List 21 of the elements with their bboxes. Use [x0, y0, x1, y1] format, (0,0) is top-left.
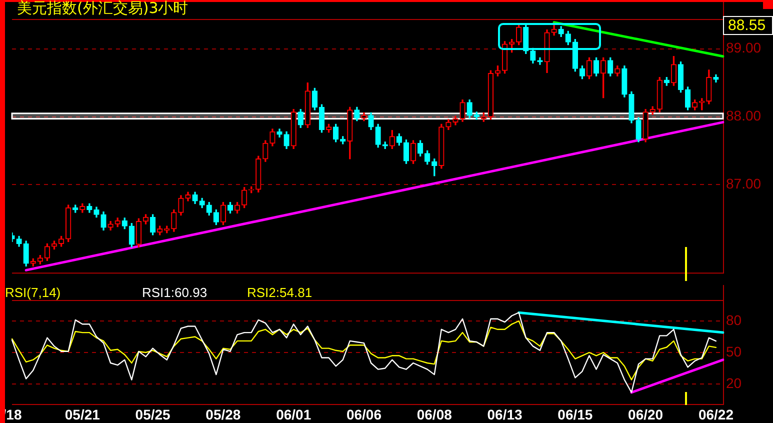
x-tick-label: 05/21: [64, 406, 100, 422]
chart-title: 美元指数(外汇交易)3小时: [17, 0, 188, 17]
y-tick-label: 20: [726, 374, 742, 391]
x-tick-label: 06/08: [416, 406, 452, 422]
x-tick-label: 06/20: [628, 406, 664, 422]
x-tick-label: 05/25: [135, 406, 171, 422]
x-tick-label: 06/13: [487, 406, 522, 422]
annotation: RSI1:60.93: [142, 285, 208, 300]
text: 88.55: [723, 16, 773, 35]
y-tick-label: 89.00: [726, 40, 762, 56]
annotation: RSI(7,14): [5, 285, 61, 300]
annotation: RSI2:54.81: [247, 285, 312, 300]
y-tick-label: 87.00: [726, 176, 762, 192]
x-tick-label: 06/01: [276, 406, 312, 422]
y-tick-label: 50: [726, 343, 742, 360]
x-tick-label: 05/28: [206, 406, 241, 422]
x-tick-label: 06/22: [698, 406, 734, 422]
y-tick-label: 80: [726, 312, 742, 328]
x-tick-label: 06/15: [558, 406, 593, 422]
x-tick-label: 06/06: [346, 406, 382, 422]
y-tick-label: 88.00: [726, 108, 762, 124]
